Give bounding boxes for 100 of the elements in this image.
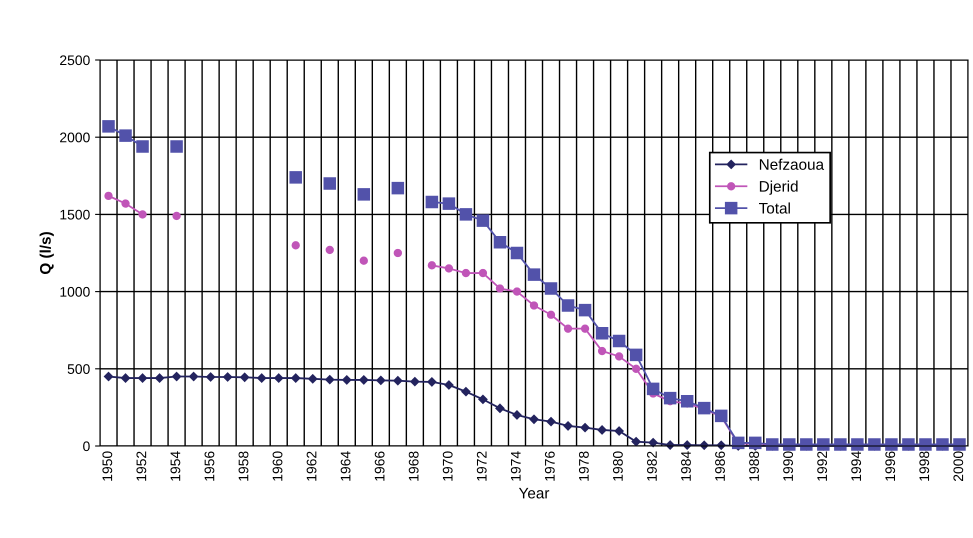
legend-label: Nefzaoua bbox=[760, 158, 824, 170]
x-tick-label: 1992 bbox=[817, 452, 828, 481]
point bbox=[342, 375, 352, 385]
point bbox=[274, 373, 284, 383]
point bbox=[188, 372, 198, 382]
x-tick-label: 1968 bbox=[408, 451, 419, 481]
x-tick-label: 1996 bbox=[885, 451, 896, 481]
point bbox=[597, 425, 607, 435]
x-tick-label: 1952 bbox=[136, 452, 146, 481]
y-tick-label: 0 bbox=[83, 441, 90, 452]
point bbox=[614, 352, 624, 361]
y-tick-label: 2000 bbox=[60, 132, 90, 142]
point bbox=[138, 373, 148, 383]
point bbox=[172, 212, 181, 220]
point bbox=[138, 210, 147, 219]
point bbox=[308, 374, 318, 384]
point bbox=[376, 376, 386, 386]
point bbox=[766, 438, 779, 451]
point bbox=[444, 380, 454, 390]
point bbox=[444, 264, 454, 273]
point bbox=[476, 214, 490, 227]
point bbox=[646, 382, 660, 396]
point bbox=[326, 246, 334, 254]
point bbox=[223, 372, 232, 382]
point bbox=[289, 171, 302, 184]
point bbox=[529, 414, 539, 424]
x-tick-label: 1982 bbox=[647, 452, 657, 481]
point bbox=[102, 120, 115, 133]
point bbox=[392, 182, 404, 194]
point bbox=[563, 421, 573, 431]
legend-label: Total bbox=[759, 202, 790, 214]
y-axis-title: Q (l/s) bbox=[40, 232, 54, 274]
point bbox=[544, 282, 558, 295]
point bbox=[598, 346, 606, 356]
x-tick-label: 1960 bbox=[272, 451, 282, 481]
point bbox=[393, 376, 402, 386]
point bbox=[360, 256, 368, 265]
point bbox=[292, 241, 300, 250]
x-tick-label: 1986 bbox=[715, 451, 725, 481]
point bbox=[578, 304, 592, 316]
x-tick-label: 1972 bbox=[476, 452, 487, 481]
point bbox=[834, 438, 847, 451]
x-tick-label: 1998 bbox=[919, 451, 930, 481]
point bbox=[240, 372, 250, 382]
point bbox=[664, 392, 676, 404]
point bbox=[868, 438, 881, 451]
x-tick-label: 1978 bbox=[578, 451, 589, 481]
x-tick-label: 1974 bbox=[510, 451, 521, 481]
point bbox=[817, 438, 830, 451]
x-tick-label: 1990 bbox=[783, 451, 794, 481]
point bbox=[426, 196, 438, 208]
point bbox=[562, 299, 574, 312]
point bbox=[442, 197, 456, 210]
x-tick-label: 1988 bbox=[749, 451, 759, 481]
point bbox=[580, 324, 590, 333]
point bbox=[325, 374, 334, 384]
y-tick-label: 1500 bbox=[60, 210, 90, 220]
x-tick-label: 1966 bbox=[374, 451, 385, 481]
point bbox=[632, 364, 640, 373]
point bbox=[953, 438, 966, 451]
point bbox=[596, 327, 608, 340]
point bbox=[510, 246, 524, 260]
point bbox=[478, 394, 488, 404]
point bbox=[478, 268, 488, 278]
point bbox=[902, 438, 915, 451]
point bbox=[682, 440, 692, 450]
x-axis-title: Year bbox=[518, 488, 550, 499]
x-tick-label: 1950 bbox=[102, 451, 112, 481]
point bbox=[394, 248, 402, 258]
y-tick-label: 500 bbox=[68, 364, 90, 374]
point bbox=[698, 402, 710, 414]
point bbox=[119, 129, 132, 142]
point bbox=[783, 438, 796, 451]
point bbox=[410, 376, 420, 386]
point bbox=[206, 372, 216, 382]
x-tick-label: 1976 bbox=[544, 451, 555, 481]
point bbox=[462, 268, 470, 278]
point bbox=[580, 423, 590, 432]
point bbox=[104, 192, 113, 200]
x-tick-label: 1962 bbox=[306, 452, 316, 481]
point bbox=[936, 438, 949, 451]
point bbox=[512, 287, 522, 296]
y-tick-label: 1000 bbox=[60, 286, 90, 297]
x-tick-label: 1970 bbox=[442, 451, 453, 481]
point bbox=[461, 387, 471, 396]
point bbox=[494, 236, 506, 248]
point bbox=[680, 394, 694, 408]
point bbox=[120, 373, 130, 383]
point bbox=[919, 438, 932, 451]
point bbox=[512, 410, 522, 420]
y-tick-label: 2500 bbox=[60, 55, 90, 66]
point bbox=[800, 438, 813, 451]
point bbox=[546, 416, 556, 426]
point bbox=[170, 140, 183, 153]
point bbox=[121, 199, 130, 208]
point bbox=[257, 373, 266, 383]
point bbox=[427, 377, 437, 387]
point bbox=[631, 437, 641, 446]
point bbox=[885, 438, 898, 451]
point bbox=[358, 188, 370, 201]
